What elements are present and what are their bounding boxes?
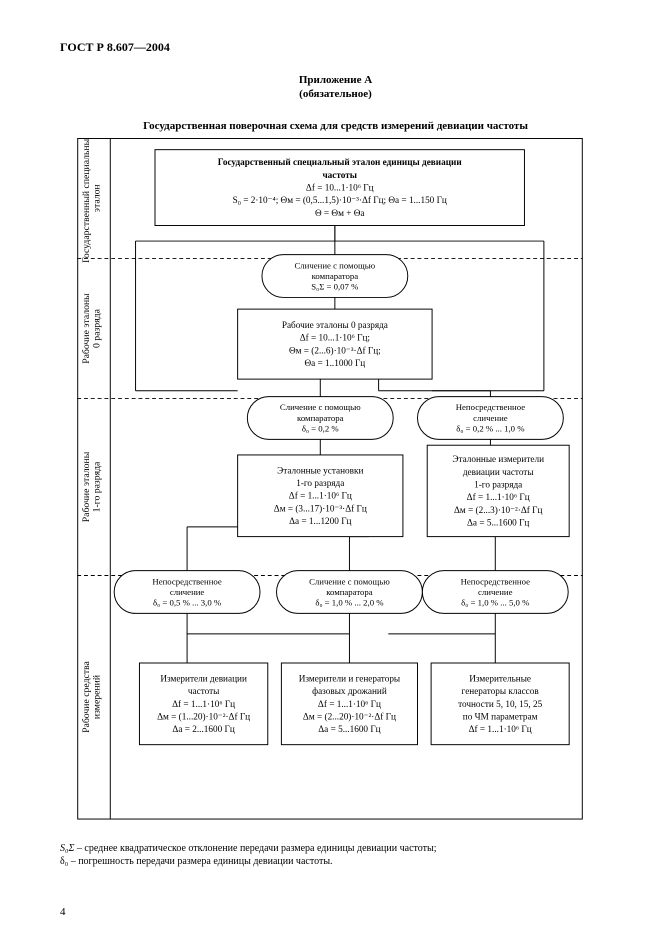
svg-text:Рабочие эталоны1-го разряда: Рабочие эталоны1-го разряда (81, 451, 103, 522)
svg-text:Δf = 10...1·10⁶ Гц: Δf = 10...1·10⁶ Гц (306, 182, 374, 192)
svg-text:Θа = 1..1000 Гц: Θа = 1..1000 Гц (304, 358, 365, 368)
svg-text:1-го разряда: 1-го разряда (296, 478, 344, 488)
svg-text:S₀ = 2·10⁻⁴; Θм = (0,5...1,5): S₀ = 2·10⁻⁴; Θм = (0,5...1,5)·10⁻³·Δf Гц… (233, 195, 447, 205)
svg-text:Θм = (2...6)·10⁻³·Δf Гц;: Θм = (2...6)·10⁻³·Δf Гц; (289, 345, 381, 355)
appendix-line2: (обязательное) (299, 88, 372, 100)
svg-text:δ₀ = 0,5 % ... 3,0 %: δ₀ = 0,5 % ... 3,0 % (153, 597, 221, 607)
svg-text:Δf = 1...1·10⁶ Гц: Δf = 1...1·10⁶ Гц (172, 698, 235, 708)
footnote2-text: – погрешность передачи размера единицы д… (68, 856, 332, 867)
doc-header: ГОСТ Р 8.607—2004 (60, 40, 611, 55)
appendix-line1: Приложение А (299, 74, 372, 86)
svg-text:Измерительные: Измерительные (469, 673, 531, 683)
svg-text:δ₀ = 0,2 % ... 1,0 %: δ₀ = 0,2 % ... 1,0 % (456, 423, 524, 433)
svg-text:Сличение с помощью: Сличение с помощью (294, 260, 375, 270)
svg-text:δ₀ = 1,0 % ... 2,0 %: δ₀ = 1,0 % ... 2,0 % (315, 597, 383, 607)
footnote1-text: – среднее квадратическое отклонение пере… (74, 843, 436, 854)
svg-text:δ₀ = 0,2 %: δ₀ = 0,2 % (302, 423, 339, 433)
svg-text:Δа = 5...1600 Гц: Δа = 5...1600 Гц (318, 724, 380, 734)
verification-scheme-diagram: Государственный специальныйэталон Рабочие… (60, 138, 600, 838)
svg-text:Δа = 1...1200 Гц: Δа = 1...1200 Гц (289, 516, 351, 526)
svg-text:Рабочие эталоны0 разряда: Рабочие эталоны0 разряда (81, 292, 103, 363)
svg-text:Δм = (2...20)·10⁻²·Δf Гц: Δм = (2...20)·10⁻²·Δf Гц (303, 711, 396, 721)
svg-text:частоты: частоты (322, 169, 357, 179)
svg-text:Непосредственное: Непосредственное (456, 402, 525, 412)
svg-text:Θ = Θм + Θа: Θ = Θм + Θа (315, 207, 365, 217)
svg-text:Эталонные измерители: Эталонные измерители (452, 454, 544, 464)
svg-text:сличение: сличение (473, 413, 508, 423)
svg-text:Δf = 1...1·10⁶ Гц: Δf = 1...1·10⁶ Гц (318, 698, 381, 708)
svg-text:компаратора: компаратора (312, 271, 359, 281)
svg-text:δ₀ = 1,0 % ... 5,0 %: δ₀ = 1,0 % ... 5,0 % (461, 597, 529, 607)
svg-text:Государственный специальныйэта: Государственный специальныйэталон (81, 138, 103, 263)
svg-text:Непосредственное: Непосредственное (152, 576, 221, 586)
svg-text:Δм = (2...3)·10⁻²·Δf Гц: Δм = (2...3)·10⁻²·Δf Гц (454, 504, 542, 514)
footnotes: S₀Σ – среднее квадратическое отклонение … (60, 842, 611, 869)
svg-text:фазовых дрожаний: фазовых дрожаний (312, 686, 387, 696)
svg-text:1-го разряда: 1-го разряда (474, 479, 522, 489)
svg-text:Государственный специальный эт: Государственный специальный эталон едини… (218, 157, 463, 167)
svg-text:Измерители и генераторы: Измерители и генераторы (299, 673, 400, 683)
svg-text:Эталонные установки: Эталонные установки (277, 465, 363, 475)
svg-text:Δf = 10...1·10⁶ Гц;: Δf = 10...1·10⁶ Гц; (300, 332, 370, 342)
diagram-title: Государственная поверочная схема для сре… (60, 120, 611, 132)
svg-text:Δм = (1...20)·10⁻²·Δf Гц: Δм = (1...20)·10⁻²·Δf Гц (157, 711, 250, 721)
appendix-label: Приложение А (обязательное) (60, 73, 611, 102)
svg-text:Непосредственное: Непосредственное (461, 576, 530, 586)
svg-text:Δа = 5...1600 Гц: Δа = 5...1600 Гц (467, 517, 529, 527)
svg-text:Δf = 1...1·10⁶ Гц: Δf = 1...1·10⁶ Гц (469, 724, 532, 734)
footnote2-symbol: δ₀ (60, 856, 68, 867)
svg-text:частоты: частоты (188, 686, 219, 696)
svg-text:сличение: сличение (170, 587, 205, 597)
svg-text:Δм = (3...17)·10⁻³·Δf Гц: Δм = (3...17)·10⁻³·Δf Гц (274, 503, 367, 513)
svg-text:Измерители девиации: Измерители девиации (160, 673, 247, 683)
svg-text:компаратора: компаратора (326, 587, 373, 597)
svg-text:Δа = 2...1600 Гц: Δа = 2...1600 Гц (172, 724, 234, 734)
svg-text:Сличение с помощью: Сличение с помощью (280, 402, 361, 412)
svg-text:Рабочие эталоны 0 разряда: Рабочие эталоны 0 разряда (282, 320, 388, 330)
svg-text:генераторы классов: генераторы классов (462, 686, 540, 696)
svg-text:точности 5, 10, 15, 25: точности 5, 10, 15, 25 (458, 698, 543, 708)
svg-text:девиации частоты: девиации частоты (463, 466, 534, 476)
svg-text:Δf = 1...1·10⁶ Гц: Δf = 1...1·10⁶ Гц (289, 490, 352, 500)
footnote1-symbol: S₀Σ (60, 843, 74, 854)
svg-text:Δf = 1...1·10⁶ Гц: Δf = 1...1·10⁶ Гц (467, 492, 530, 502)
svg-text:Рабочие средстваизмерений: Рабочие средстваизмерений (81, 660, 103, 732)
svg-text:по ЧМ параметрам: по ЧМ параметрам (463, 711, 538, 721)
page-number: 4 (60, 906, 66, 918)
svg-text:сличение: сличение (478, 587, 513, 597)
svg-text:Сличение с помощью: Сличение с помощью (309, 576, 390, 586)
svg-text:компаратора: компаратора (297, 413, 344, 423)
svg-text:S₀Σ = 0,07 %: S₀Σ = 0,07 % (311, 281, 358, 291)
